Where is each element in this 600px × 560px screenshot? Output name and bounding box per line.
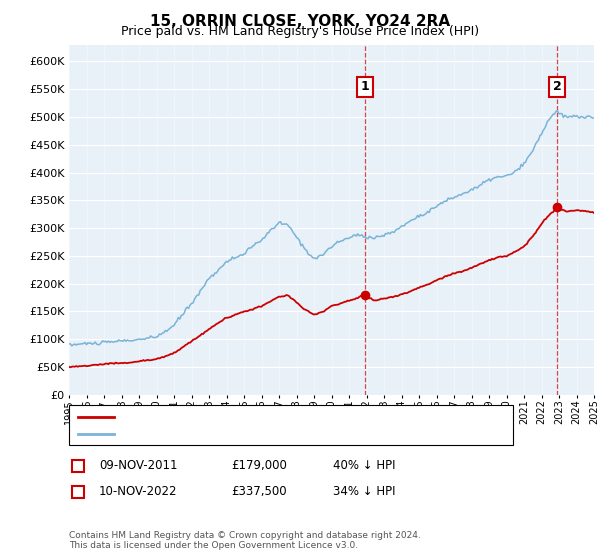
Text: 09-NOV-2011: 09-NOV-2011 (99, 459, 178, 473)
Text: 15, ORRIN CLOSE, YORK, YO24 2RA (detached house): 15, ORRIN CLOSE, YORK, YO24 2RA (detache… (120, 412, 417, 422)
Text: 2: 2 (74, 485, 82, 498)
Text: 40% ↓ HPI: 40% ↓ HPI (333, 459, 395, 473)
Text: 1: 1 (361, 80, 369, 94)
Text: HPI: Average price, detached house, York: HPI: Average price, detached house, York (120, 429, 349, 439)
Text: £179,000: £179,000 (231, 459, 287, 473)
Text: 15, ORRIN CLOSE, YORK, YO24 2RA: 15, ORRIN CLOSE, YORK, YO24 2RA (150, 14, 450, 29)
Text: £337,500: £337,500 (231, 485, 287, 498)
Text: 10-NOV-2022: 10-NOV-2022 (99, 485, 178, 498)
Text: Contains HM Land Registry data © Crown copyright and database right 2024.
This d: Contains HM Land Registry data © Crown c… (69, 530, 421, 550)
Text: Price paid vs. HM Land Registry's House Price Index (HPI): Price paid vs. HM Land Registry's House … (121, 25, 479, 38)
Text: 1: 1 (74, 459, 82, 473)
Text: 2: 2 (553, 80, 562, 94)
Text: 34% ↓ HPI: 34% ↓ HPI (333, 485, 395, 498)
